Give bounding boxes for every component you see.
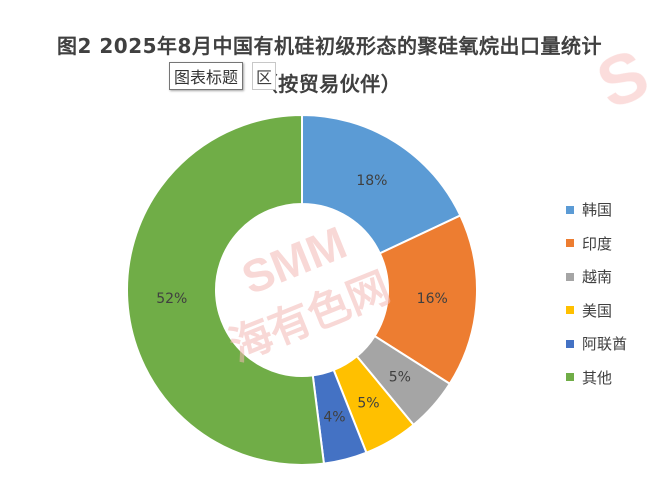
legend: 韩国印度越南美国阿联酋其他	[566, 193, 627, 394]
legend-swatch	[566, 306, 574, 315]
legend-item-0[interactable]: 韩国	[566, 193, 627, 227]
legend-label: 其他	[582, 368, 613, 387]
legend-item-4[interactable]: 阿联酋	[566, 327, 627, 361]
legend-item-2[interactable]: 越南	[566, 260, 627, 294]
slice-labels: 18% 16% 5% 5% 4% 52%	[156, 173, 448, 426]
slice-label-3: 5%	[357, 395, 379, 411]
donut-hole	[216, 204, 388, 376]
legend-label: 美国	[582, 301, 613, 320]
legend-label: 越南	[582, 268, 613, 287]
legend-item-3[interactable]: 美国	[566, 294, 627, 328]
slice-label-0: 18%	[356, 173, 387, 189]
legend-item-1[interactable]: 印度	[566, 227, 627, 261]
legend-label: 韩国	[582, 201, 613, 220]
legend-swatch	[566, 373, 574, 382]
slice-label-2: 5%	[389, 369, 411, 385]
legend-swatch	[566, 239, 574, 248]
chart-title-line-2: （按贸易伙伴）	[257, 72, 402, 96]
slice-label-5: 52%	[156, 291, 187, 307]
legend-swatch	[566, 339, 574, 348]
slice-label-1: 16%	[417, 291, 448, 307]
legend-swatch	[566, 272, 574, 281]
chart-title-tooltip: 图表标题	[169, 62, 244, 90]
svg-text:S: S	[586, 34, 659, 124]
chart-title-line-1: 图2 2025年8月中国有机硅初级形态的聚硅氧烷出口量统计	[57, 34, 602, 58]
chart-area-tooltip: 区	[252, 62, 277, 90]
slice-label-4: 4%	[323, 409, 345, 425]
legend-label: 阿联酋	[582, 335, 628, 354]
legend-label: 印度	[582, 234, 613, 253]
legend-item-5[interactable]: 其他	[566, 361, 627, 395]
legend-swatch	[566, 205, 574, 214]
